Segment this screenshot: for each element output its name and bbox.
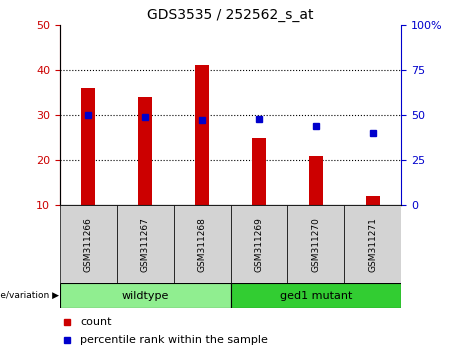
Text: count: count bbox=[80, 318, 112, 327]
Text: wildtype: wildtype bbox=[122, 291, 169, 301]
Text: GSM311271: GSM311271 bbox=[368, 217, 377, 272]
Bar bbox=[138, 97, 152, 205]
Bar bbox=[230, 283, 401, 308]
Text: GSM311267: GSM311267 bbox=[141, 217, 150, 272]
Text: genotype/variation ▶: genotype/variation ▶ bbox=[0, 291, 59, 300]
Text: GSM311268: GSM311268 bbox=[198, 217, 207, 272]
Title: GDS3535 / 252562_s_at: GDS3535 / 252562_s_at bbox=[147, 8, 314, 22]
Text: ged1 mutant: ged1 mutant bbox=[280, 291, 352, 301]
Text: percentile rank within the sample: percentile rank within the sample bbox=[80, 335, 268, 344]
Bar bbox=[230, 205, 287, 283]
Bar bbox=[287, 205, 344, 283]
Text: GSM311269: GSM311269 bbox=[254, 217, 263, 272]
Bar bbox=[309, 156, 323, 205]
Bar bbox=[252, 138, 266, 205]
Bar bbox=[60, 205, 117, 283]
Bar bbox=[366, 196, 380, 205]
Bar bbox=[344, 205, 401, 283]
Text: GSM311266: GSM311266 bbox=[84, 217, 93, 272]
Bar bbox=[81, 88, 95, 205]
Bar bbox=[60, 283, 230, 308]
Text: GSM311270: GSM311270 bbox=[311, 217, 320, 272]
Bar bbox=[117, 205, 174, 283]
Bar bbox=[195, 65, 209, 205]
Bar bbox=[174, 205, 230, 283]
